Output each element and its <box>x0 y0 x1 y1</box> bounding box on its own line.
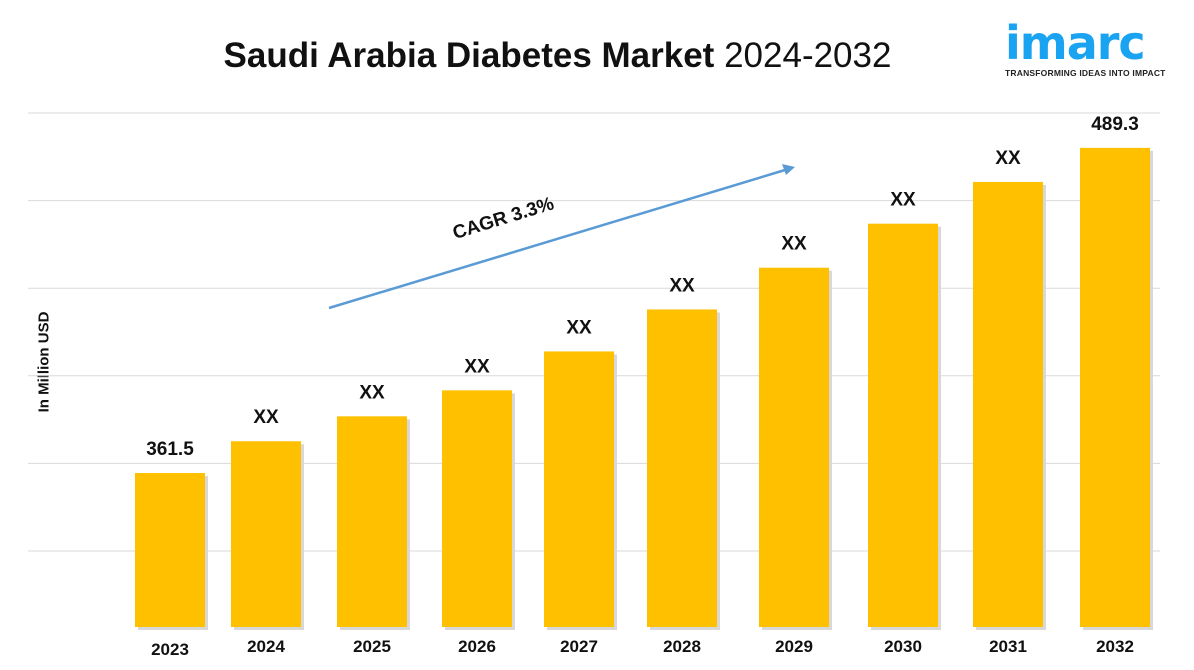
bar-2025 <box>337 416 407 627</box>
logo-word: imarc <box>1005 16 1146 70</box>
x-tick-label: 2023 <box>151 640 189 659</box>
x-tick-label: 2025 <box>353 637 391 656</box>
data-label-2032: 489.3 <box>1091 114 1139 135</box>
title-years: 2024-2032 <box>724 36 892 75</box>
bar-2029 <box>759 267 829 627</box>
data-label-2025: XX <box>359 382 385 403</box>
cagr-arrow <box>328 168 786 310</box>
data-label-2030: XX <box>890 190 916 211</box>
bar-2031 <box>973 181 1043 627</box>
data-label-2031: XX <box>995 148 1021 169</box>
chart-title: Saudi Arabia Diabetes Market 2024-2032 <box>0 36 1115 76</box>
x-tick-label: 2032 <box>1096 637 1134 656</box>
data-label-2029: XX <box>781 234 807 255</box>
logo-tagline: TRANSFORMING IDEAS INTO IMPACT <box>1005 68 1166 78</box>
title-main: Saudi Arabia Diabetes Market <box>223 36 715 75</box>
data-label-2023: 361.5 <box>146 439 194 460</box>
data-label-2027: XX <box>566 317 592 338</box>
x-tick-label: 2024 <box>247 637 285 656</box>
x-tick-label: 2026 <box>458 637 496 656</box>
data-label-2024: XX <box>253 407 279 428</box>
data-label-2026: XX <box>464 356 490 377</box>
bar-2026 <box>442 390 512 627</box>
bar-2024 <box>231 441 301 627</box>
bar-2032 <box>1080 147 1150 627</box>
bar-2030 <box>868 223 938 628</box>
bar-2023 <box>135 473 205 627</box>
bar-2027 <box>544 351 614 627</box>
x-tick-label: 2029 <box>775 637 813 656</box>
bar-2028 <box>647 309 717 627</box>
data-label-2028: XX <box>669 275 695 296</box>
imarc-logo: imarc TRANSFORMING IDEAS INTO IMPACT <box>1005 18 1185 78</box>
cagr-arrow-head <box>782 164 795 175</box>
x-tick-label: 2027 <box>560 637 598 656</box>
x-tick-label: 2030 <box>884 637 922 656</box>
x-tick-label: 2028 <box>663 637 701 656</box>
x-tick-label: 2031 <box>989 637 1027 656</box>
